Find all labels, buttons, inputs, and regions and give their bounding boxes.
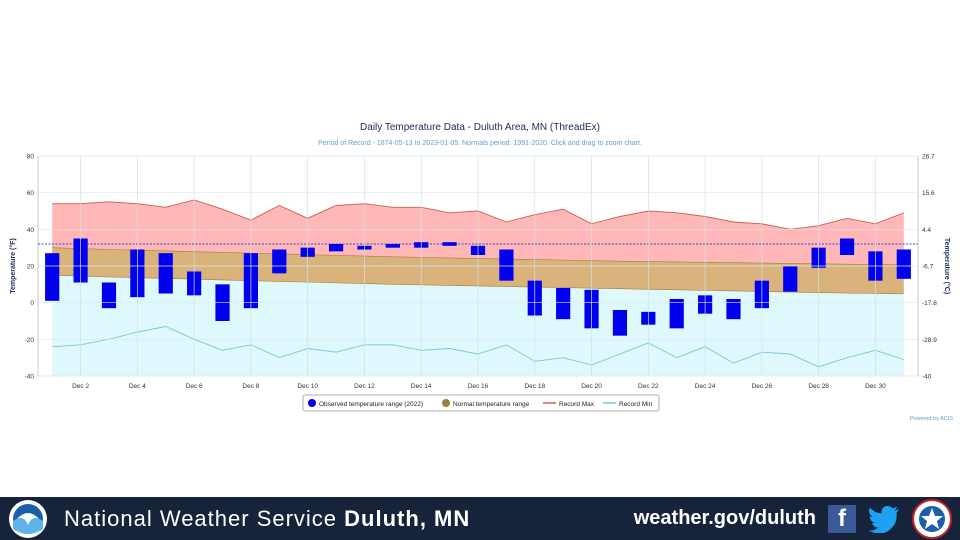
axes: 80 60 40 20 0 -20 -40 26.7 15.6 4.4 -6.7 -17.8 -28.9… [25,153,938,390]
y-tick-label-right: 15.6 [922,190,935,197]
footer-branding: National Weather Service Duluth, MN [0,497,470,540]
legend-box [302,394,660,412]
x-tick-label: Dec 8 [242,383,259,390]
chart-subtitle: Period of Record - 1874-05-13 to 2023-01… [318,140,642,147]
y-tick-label-left: 20 [27,264,35,271]
observed-bar [726,299,741,320]
observed-bar [101,282,117,309]
observed-bar [896,249,911,279]
x-tick-label: Dec 24 [695,383,716,390]
y-tick-label-right: 26.7 [922,153,935,160]
observed-bar [158,253,173,294]
legend-normal-marker[interactable] [442,399,450,407]
legend-observed-marker[interactable] [308,399,316,407]
chart-title: Daily Temperature Data - Duluth Area, MN… [360,122,600,133]
y-tick-label-left: -40 [25,374,35,381]
observed-bar [783,266,798,292]
y-tick-label-left: 40 [27,227,35,234]
y-axis-label-left: Temperature (°F) [9,238,17,294]
y-tick-label-left: 60 [27,190,35,197]
y-tick-label-right: 4.4 [922,227,931,234]
footer-bar: National Weather Service Duluth, MN weat… [0,497,960,540]
legend-observed-label[interactable]: Observed temperature range (2022) [319,401,423,408]
record-min-area [52,326,904,376]
x-tick-label: Dec 6 [186,383,203,390]
legend-record-max-label[interactable]: Record Max [559,401,595,408]
x-tick-label: Dec 2 [72,383,89,390]
observed-bar [442,242,457,246]
acis-credit[interactable]: Powered by ACIS [910,416,953,422]
observed-bar [499,249,514,281]
footer-links: weather.gov/duluth f [634,497,952,540]
x-tick-label: Dec 10 [297,383,318,390]
observed-bar [272,249,287,274]
legend-record-min-label[interactable]: Record Min [619,401,653,408]
y-tick-label-left: 80 [27,154,35,161]
website-link[interactable]: weather.gov/duluth [633,507,816,529]
x-tick-label: Dec 12 [354,383,375,390]
temperature-chart: Daily Temperature Data - Duluth Area, MN… [9,122,953,422]
y-tick-label-left: -20 [25,337,35,344]
x-tick-label: Dec 26 [752,383,773,390]
x-tick-label: Dec 20 [581,383,602,390]
nws-title-prefix: National Weather Service [64,505,338,531]
observed-bar [669,299,684,329]
observed-bar [839,238,855,255]
legend-normal-label[interactable]: Normal temperature range [453,401,530,408]
x-tick-label: Dec 18 [524,383,545,390]
facebook-icon[interactable]: f [828,504,856,533]
x-tick-label: Dec 4 [129,383,146,390]
observed-bar [328,244,344,252]
x-tick-label: Dec 16 [468,383,489,390]
x-tick-label: Dec 28 [808,383,829,390]
y-tick-label-right: -28.9 [922,337,937,344]
y-axis-label-right: Temperature (°C) [943,238,951,294]
x-tick-label: Dec 30 [865,383,886,390]
y-tick-label-right: -40 [922,374,932,381]
observed-bar [45,253,60,301]
x-tick-label: Dec 22 [638,383,659,390]
twitter-icon[interactable] [868,505,900,533]
y-tick-label-right: -17.8 [922,300,937,307]
observed-bar [612,310,628,336]
nws-logo [912,498,952,539]
observed-bar [385,244,400,248]
y-tick-label-right: -6.7 [922,264,934,271]
x-tick-label: Dec 14 [411,383,432,390]
noaa-logo [9,499,47,538]
nws-title-place: Duluth, MN [344,505,471,531]
observed-bar [556,288,571,320]
y-tick-label-left: 0 [30,300,34,307]
nws-office-title: National Weather Service Duluth, MN [64,506,470,532]
legend: Observed temperature range (2022) Normal… [302,394,660,412]
